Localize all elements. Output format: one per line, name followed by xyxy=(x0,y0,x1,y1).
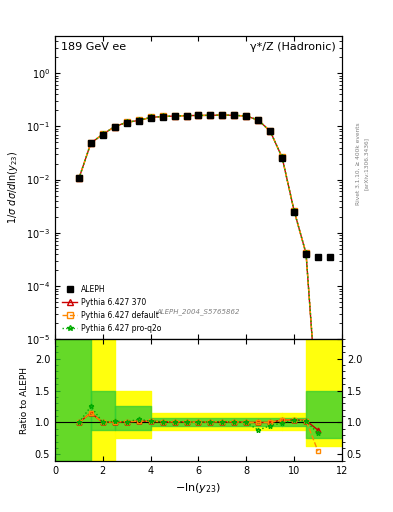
Pythia 6.427 pro-q2o xyxy=(88,140,93,146)
Text: Rivet 3.1.10, ≥ 400k events: Rivet 3.1.10, ≥ 400k events xyxy=(356,122,361,205)
Text: 189 GeV ee: 189 GeV ee xyxy=(61,42,126,52)
Line: Pythia 6.427 pro-q2o: Pythia 6.427 pro-q2o xyxy=(76,112,321,420)
Pythia 6.427 pro-q2o xyxy=(77,176,81,182)
Pythia 6.427 370 xyxy=(208,112,213,118)
Pythia 6.427 pro-q2o xyxy=(304,250,309,257)
Text: γ*/Z (Hadronic): γ*/Z (Hadronic) xyxy=(250,42,336,52)
Pythia 6.427 default xyxy=(292,208,296,214)
Pythia 6.427 370 xyxy=(148,114,153,120)
Pythia 6.427 pro-q2o xyxy=(160,114,165,120)
Pythia 6.427 pro-q2o xyxy=(232,112,237,118)
Pythia 6.427 pro-q2o xyxy=(268,128,273,134)
Pythia 6.427 pro-q2o xyxy=(172,113,177,119)
X-axis label: $-\ln(y_{23})$: $-\ln(y_{23})$ xyxy=(175,481,222,495)
Pythia 6.427 370 xyxy=(184,113,189,119)
Pythia 6.427 default xyxy=(172,113,177,119)
Pythia 6.427 pro-q2o xyxy=(316,414,320,420)
Pythia 6.427 pro-q2o xyxy=(208,112,213,118)
Text: ALEPH_2004_S5765862: ALEPH_2004_S5765862 xyxy=(157,308,240,315)
Pythia 6.427 default xyxy=(88,140,93,146)
Pythia 6.427 pro-q2o xyxy=(196,113,201,119)
Pythia 6.427 default xyxy=(136,117,141,123)
Pythia 6.427 370 xyxy=(316,417,320,423)
Pythia 6.427 370 xyxy=(172,113,177,119)
Pythia 6.427 370 xyxy=(292,208,296,214)
Pythia 6.427 pro-q2o xyxy=(280,155,285,161)
Pythia 6.427 default xyxy=(160,114,165,120)
Pythia 6.427 default xyxy=(184,113,189,119)
Pythia 6.427 370 xyxy=(304,250,309,257)
Pythia 6.427 pro-q2o xyxy=(184,113,189,119)
Pythia 6.427 370 xyxy=(268,128,273,134)
Pythia 6.427 pro-q2o xyxy=(101,131,105,137)
Text: [arXiv:1306.3436]: [arXiv:1306.3436] xyxy=(364,137,369,190)
Pythia 6.427 default xyxy=(112,123,117,130)
Pythia 6.427 default xyxy=(244,113,249,119)
Pythia 6.427 default xyxy=(220,112,225,118)
Pythia 6.427 pro-q2o xyxy=(148,114,153,120)
Pythia 6.427 370 xyxy=(136,117,141,123)
Pythia 6.427 370 xyxy=(196,113,201,119)
Pythia 6.427 default xyxy=(268,128,273,134)
Pythia 6.427 pro-q2o xyxy=(125,119,129,125)
Pythia 6.427 default xyxy=(125,119,129,125)
Line: Pythia 6.427 370: Pythia 6.427 370 xyxy=(76,112,321,423)
Pythia 6.427 default xyxy=(101,131,105,137)
Line: Pythia 6.427 default: Pythia 6.427 default xyxy=(76,112,321,420)
Y-axis label: $1/\sigma\ d\sigma/d\ln(y_{23})$: $1/\sigma\ d\sigma/d\ln(y_{23})$ xyxy=(6,151,20,224)
Pythia 6.427 pro-q2o xyxy=(256,117,261,123)
Pythia 6.427 default xyxy=(208,112,213,118)
Pythia 6.427 pro-q2o xyxy=(220,112,225,118)
Pythia 6.427 default xyxy=(316,414,320,420)
Pythia 6.427 370 xyxy=(280,155,285,161)
Pythia 6.427 default xyxy=(148,114,153,120)
Pythia 6.427 370 xyxy=(125,119,129,125)
Pythia 6.427 default xyxy=(256,117,261,123)
Pythia 6.427 default xyxy=(280,155,285,161)
Pythia 6.427 370 xyxy=(244,113,249,119)
Pythia 6.427 pro-q2o xyxy=(292,208,296,214)
Pythia 6.427 pro-q2o xyxy=(244,113,249,119)
Pythia 6.427 370 xyxy=(88,140,93,146)
Pythia 6.427 default xyxy=(304,250,309,257)
Y-axis label: Ratio to ALEPH: Ratio to ALEPH xyxy=(20,367,29,434)
Pythia 6.427 370 xyxy=(160,114,165,120)
Pythia 6.427 default xyxy=(196,113,201,119)
Pythia 6.427 pro-q2o xyxy=(112,123,117,130)
Pythia 6.427 370 xyxy=(256,117,261,123)
Pythia 6.427 370 xyxy=(220,112,225,118)
Pythia 6.427 370 xyxy=(101,131,105,137)
Pythia 6.427 default xyxy=(232,112,237,118)
Pythia 6.427 370 xyxy=(232,112,237,118)
Pythia 6.427 370 xyxy=(112,123,117,130)
Pythia 6.427 default xyxy=(77,176,81,182)
Pythia 6.427 pro-q2o xyxy=(136,117,141,123)
Pythia 6.427 370 xyxy=(77,176,81,182)
Legend: ALEPH, Pythia 6.427 370, Pythia 6.427 default, Pythia 6.427 pro-q2o: ALEPH, Pythia 6.427 370, Pythia 6.427 de… xyxy=(59,282,164,335)
